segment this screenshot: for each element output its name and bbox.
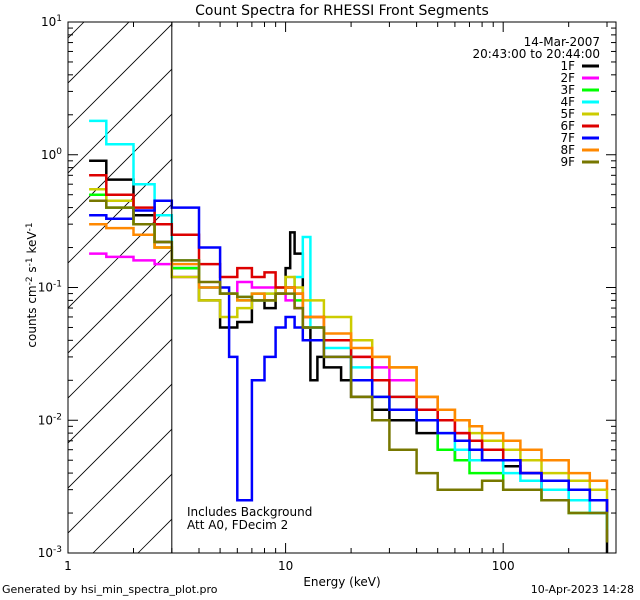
- hatch-line: [68, 203, 172, 309]
- hatch-line: [68, 383, 172, 489]
- hatch-line: [68, 248, 172, 354]
- series-lines: [89, 119, 609, 553]
- hatch-line: [68, 23, 172, 129]
- annotation-attenuator: Att A0, FDecim 2: [187, 518, 288, 532]
- footer-generated-by: Generated by hsi_min_spectra_plot.pro: [2, 583, 218, 596]
- series-line-7F: [89, 199, 609, 513]
- annotation-background: Includes Background: [187, 505, 312, 519]
- series-line-9F: [89, 199, 609, 543]
- x-axis-label: Energy (keV): [303, 575, 380, 589]
- y-axis: 10-3 10-2 10-1 100 101: [38, 14, 616, 560]
- y-axis-label: counts cm-2 s-1 keV-1: [25, 222, 39, 347]
- x-tick-label: 1: [64, 559, 72, 573]
- legend-label-2F: 2F: [560, 71, 575, 85]
- x-axis: 1 10 100: [64, 22, 608, 573]
- legend-label-4F: 4F: [560, 95, 575, 109]
- y-tick-label: 100: [41, 147, 62, 162]
- legend-label-5F: 5F: [560, 107, 575, 121]
- y-tick-label: 10-3: [38, 545, 62, 560]
- time-range-label: 20:43:00 to 20:44:00: [473, 47, 600, 61]
- y-tick-label: 101: [41, 14, 62, 29]
- chart-title: Count Spectra for RHESSI Front Segments: [195, 3, 489, 19]
- hatch-line: [68, 428, 172, 534]
- hatch-line: [68, 22, 130, 84]
- legend-label-1F: 1F: [560, 59, 575, 73]
- legend-label-6F: 6F: [560, 119, 575, 133]
- hatch-line: [68, 68, 172, 174]
- date-label: 14-Mar-2007: [524, 35, 600, 49]
- legend-label-9F: 9F: [560, 155, 575, 169]
- y-tick-label: 10-2: [38, 412, 62, 427]
- legend-label-7F: 7F: [560, 131, 575, 145]
- series-line-4F: [89, 119, 609, 530]
- hatched-region: [68, 22, 172, 553]
- x-tick-label: 100: [492, 559, 515, 573]
- y-tick-label: 10-1: [38, 280, 62, 295]
- legend-label-3F: 3F: [560, 83, 575, 97]
- legend-label-8F: 8F: [560, 143, 575, 157]
- footer-timestamp: 10-Apr-2023 14:28: [530, 583, 634, 596]
- series-line-1F: [89, 159, 609, 553]
- series-line-2F: [89, 252, 609, 530]
- x-tick-label: 10: [278, 559, 293, 573]
